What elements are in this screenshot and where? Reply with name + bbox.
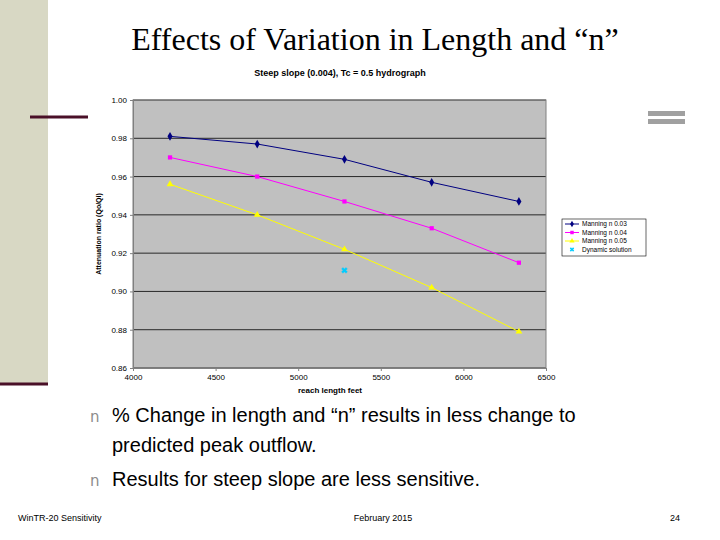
data-point (430, 226, 434, 230)
data-point (255, 140, 260, 149)
data-point (429, 178, 434, 187)
tick: 1.00 (111, 96, 133, 105)
grid-line (133, 253, 546, 254)
tick-label: 0.98 (111, 134, 127, 143)
side-strip (0, 0, 48, 384)
y-axis-title: Attenuation ratio (Qo/Qi) (95, 193, 103, 275)
title-bar (645, 111, 685, 116)
series-line (170, 157, 519, 262)
tick-label: 0.88 (111, 326, 127, 335)
tick: 6500 (538, 368, 556, 382)
footer-center: February 2015 (354, 513, 413, 523)
tick: 0.88 (111, 326, 133, 335)
data-layer (167, 132, 523, 334)
tick: 0.94 (111, 211, 133, 220)
data-point (340, 266, 349, 275)
data-point (342, 155, 347, 164)
tick: 4000 (125, 368, 143, 382)
grid-line (133, 329, 546, 330)
tick-label: 4500 (207, 373, 225, 382)
tick-label: 6000 (455, 373, 473, 382)
plot-area (133, 100, 546, 368)
legend: Manning n 0.03Manning n 0.04Manning n 0.… (562, 219, 646, 256)
legend-marker (569, 238, 574, 243)
grid-line (133, 176, 546, 177)
chart: 0.860.880.900.920.940.960.981.0040004500… (88, 66, 648, 400)
bullet-text: predicted peak outflow. (112, 434, 317, 456)
tick: 6000 (455, 368, 473, 382)
tick-label: 5000 (290, 373, 308, 382)
tick-label: 1.00 (111, 96, 127, 105)
series-line (170, 184, 519, 331)
legend-marker (569, 246, 576, 253)
data-point (516, 328, 523, 334)
tick-label: 4000 (125, 373, 143, 382)
tick-label: 5500 (372, 373, 390, 382)
legend-label: Dynamic solution (582, 246, 632, 254)
bullet-marker: n (90, 408, 100, 426)
tick-label: 0.96 (111, 173, 127, 182)
tick: 0.98 (111, 134, 133, 143)
data-point (341, 245, 348, 251)
footer-left: WinTR-20 Sensitivity (18, 513, 102, 523)
bullet-text: % Change in length and “n” results in le… (112, 404, 576, 426)
data-point (255, 174, 259, 178)
tick-label: 0.92 (111, 249, 127, 258)
bullet-marker: n (90, 472, 100, 490)
legend-box (562, 219, 646, 256)
grid-line (133, 214, 546, 215)
footer-right: 24 (670, 513, 680, 523)
data-point (167, 180, 174, 186)
bullet-text: Results for steep slope are less sensiti… (112, 468, 480, 490)
legend-marker (570, 231, 573, 234)
chart-area (88, 66, 648, 400)
slide: Effects of Variation in Length and “n” n%… (0, 0, 720, 540)
slide-title: Effects of Variation in Length and “n” (131, 21, 619, 57)
y-axis: 0.860.880.900.920.940.960.981.00 (111, 96, 133, 373)
data-point (167, 132, 172, 141)
grid-line (133, 291, 546, 292)
tick: 0.96 (111, 173, 133, 182)
tick: 0.92 (111, 249, 133, 258)
tick: 5000 (290, 368, 308, 382)
tick: 4500 (207, 368, 225, 382)
plot-frame (133, 100, 546, 368)
x-axis: 4000 4500 5000 5500 6000 6500 (125, 368, 556, 382)
data-point (342, 199, 346, 203)
legend-label: Manning n 0.03 (582, 220, 627, 228)
tick: 0.90 (111, 287, 133, 296)
grid (133, 100, 546, 368)
x-axis-title: reach length feet (298, 386, 362, 395)
tick-label: 6500 (538, 373, 556, 382)
legend-label: Manning n 0.04 (582, 229, 627, 237)
tick-label: 0.94 (111, 211, 127, 220)
data-point (254, 211, 261, 217)
data-point (168, 155, 172, 159)
side-rule (0, 383, 48, 386)
title-bar (645, 119, 685, 124)
data-point (516, 197, 521, 206)
legend-marker (570, 221, 574, 227)
chart-title: Steep slope (0.004), Tc = 0.5 hydrograph (254, 68, 426, 78)
data-point (428, 284, 435, 290)
legend-label: Manning n 0.05 (582, 237, 627, 245)
data-point (517, 261, 521, 265)
tick: 5500 (372, 368, 390, 382)
tick-label: 0.90 (111, 287, 127, 296)
